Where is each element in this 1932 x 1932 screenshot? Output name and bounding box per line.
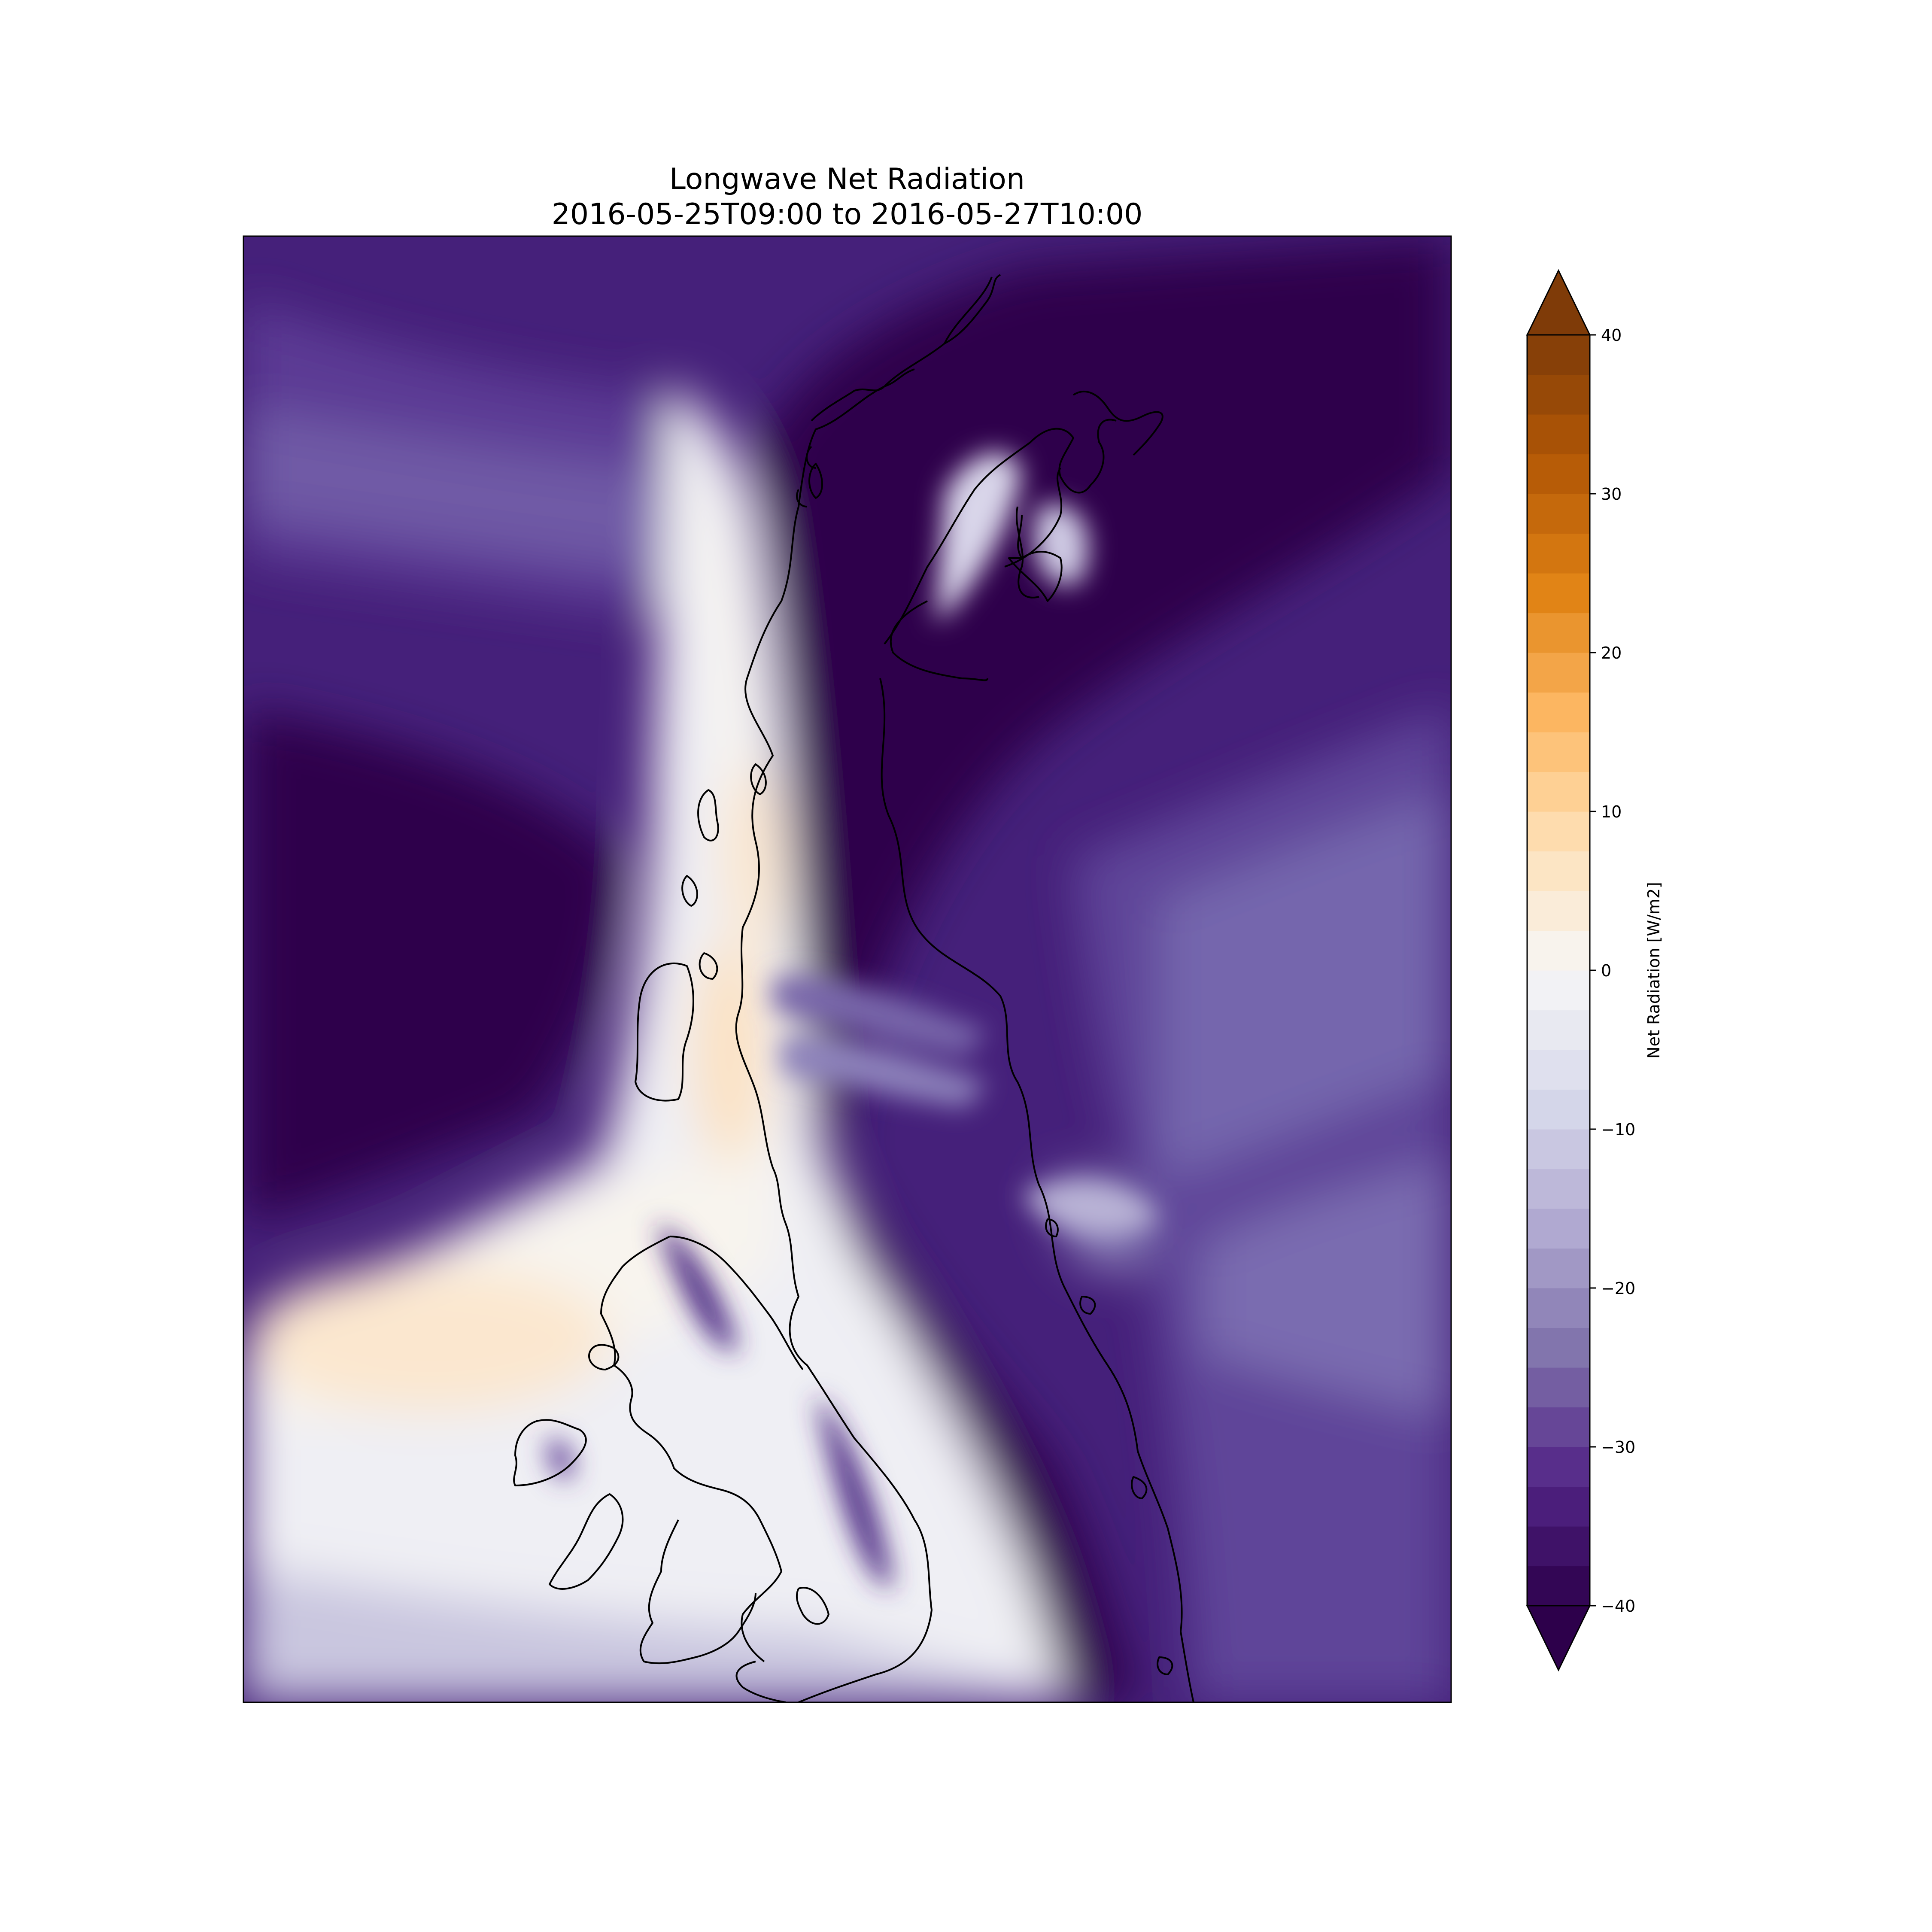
colorbar-level <box>1527 613 1590 653</box>
colorbar-level <box>1527 970 1590 1011</box>
colorbar-level <box>1527 1447 1590 1487</box>
colorbar-level <box>1527 1050 1590 1090</box>
colorbar-level <box>1527 335 1590 375</box>
colorbar-tick-label: −40 <box>1601 1597 1635 1616</box>
colorbar-level <box>1527 414 1590 455</box>
colorbar-level <box>1527 1367 1590 1408</box>
colorbar-level <box>1527 573 1590 614</box>
colorbar-level <box>1527 1327 1590 1368</box>
colorbar-tick-label: 10 <box>1601 802 1622 821</box>
map-title-line2: 2016-05-25T09:00 to 2016-05-27T10:00 <box>552 197 1143 231</box>
colorbar-level <box>1527 1486 1590 1527</box>
colorbar-level <box>1527 1169 1590 1209</box>
colorbar-levels <box>1527 335 1590 1606</box>
colorbar-level <box>1527 811 1590 852</box>
colorbar-level <box>1527 1566 1590 1606</box>
colorbar-tick-label: −30 <box>1601 1438 1635 1457</box>
colorbar-over-triangle <box>1526 269 1591 336</box>
colorbar-tick-label: 30 <box>1601 485 1622 504</box>
colorbar-level <box>1527 374 1590 415</box>
colorbar-level <box>1527 851 1590 891</box>
colorbar-level <box>1527 454 1590 494</box>
colorbar-label: Net Radiation [W/m2] <box>1644 882 1663 1059</box>
colorbar-level <box>1527 1010 1590 1050</box>
colorbar-tick-label: 40 <box>1601 326 1622 345</box>
colorbar-level <box>1527 732 1590 772</box>
colorbar-tick-label: 20 <box>1601 644 1622 662</box>
colorbar-level <box>1527 930 1590 971</box>
colorbar-level <box>1527 772 1590 812</box>
map-title-line1: Longwave Net Radiation <box>669 162 1025 196</box>
colorbar-level <box>1527 494 1590 534</box>
colorbar-level <box>1527 533 1590 574</box>
colorbar-level <box>1527 1209 1590 1249</box>
map-frame <box>243 235 1452 1703</box>
colorbar-ticks: −40 −30 −20 −10 0 10 20 30 40 <box>1590 326 1635 1616</box>
colorbar-level <box>1527 653 1590 693</box>
colorbar-tick-label: −10 <box>1601 1120 1635 1139</box>
colorbar-level <box>1527 891 1590 931</box>
colorbar-level <box>1527 1407 1590 1447</box>
colorbar-level <box>1527 1089 1590 1130</box>
colorbar-level <box>1527 1526 1590 1567</box>
colorbar-tick-label: 0 <box>1601 961 1611 980</box>
colorbar-level <box>1527 692 1590 732</box>
colorbar-under-triangle <box>1526 1605 1591 1672</box>
colorbar-level <box>1527 1129 1590 1170</box>
map-field <box>243 236 1451 1702</box>
colorbar-level <box>1527 1288 1590 1328</box>
colorbar-tick-label: −20 <box>1601 1279 1635 1298</box>
coastline <box>513 274 1194 1702</box>
colorbar: −40 −30 −20 −10 0 10 20 30 40 Net Radiation [W/m… <box>1526 269 1663 1672</box>
colorbar-level <box>1527 1248 1590 1288</box>
